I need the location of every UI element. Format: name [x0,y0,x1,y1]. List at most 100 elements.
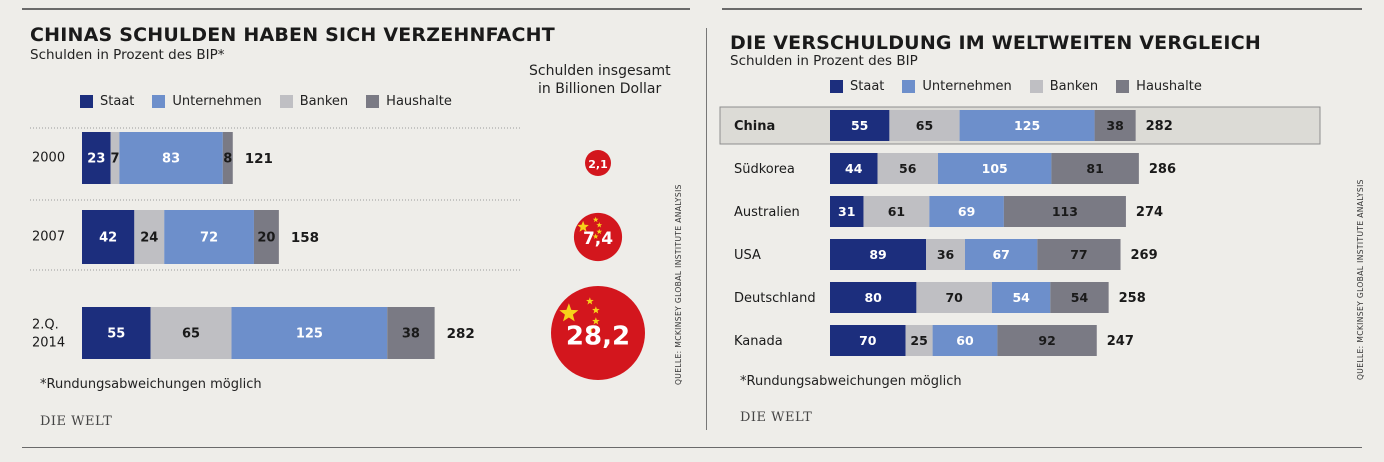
bar-segment-staat [82,307,151,359]
bar-segment-unternehmen [965,239,1038,270]
legend-swatch-staat [80,95,93,108]
china-flag-star-icon [577,220,589,232]
bar-total-label: 274 [1136,205,1163,220]
bar-segment-banken [889,110,960,141]
total-debt-label: 2,1 [588,158,608,171]
right-source-note: QUELLE: MCKINSEY GLOBAL INSTITUTE ANALYS… [1356,179,1365,380]
bar-segment-banken [110,132,120,184]
bar-total-label: 282 [447,326,475,342]
country-label: Südkorea [734,162,795,177]
bar-value-label: 92 [1038,333,1055,348]
legend-label-banken: Banken [299,94,349,109]
bar-segment-unternehmen [231,307,388,359]
legend-item-haushalte: Haushalte [1116,79,1202,94]
category-label: 2.Q. [32,318,59,333]
legend-swatch-unternehmen [902,80,916,93]
bar-total-label: 282 [1146,119,1173,134]
bar-value-label: 54 [1012,290,1030,305]
bar-segment-staat [830,196,864,227]
country-label: Kanada [734,334,783,349]
bar-value-label: 31 [838,204,855,219]
legend-label-haushalte: Haushalte [386,94,452,109]
panel-divider [706,28,707,430]
bar-segment-haushalte [1051,153,1139,184]
legend-item-unternehmen: Unternehmen [152,94,262,109]
bar-value-label: 55 [851,118,868,133]
bar-value-label: 20 [257,231,275,246]
bar-value-label: 38 [1106,118,1123,133]
legend-label-staat: Staat [100,94,135,109]
bar-value-label: 105 [982,161,1008,176]
right-legend: Staat Unternehmen Banken Haushalte [830,79,1220,94]
bar-value-label: 69 [958,204,975,219]
legend-swatch-banken [279,95,293,108]
china-flag-star-icon [596,222,603,228]
legend-swatch-haushalte [366,95,380,108]
bar-value-label: 80 [864,290,882,305]
country-label: China [734,119,775,134]
bar-value-label: 83 [162,152,180,167]
bar-segment-unternehmen [932,325,998,356]
china-flag-star-icon [592,216,599,223]
left-brand-logo: DIE WELT [40,414,113,429]
right-brand-logo: DIE WELT [740,410,813,425]
bar-segment-banken [926,239,965,270]
bar-total-label: 258 [1119,291,1146,306]
bar-segment-haushalte [387,307,435,359]
legend-item-banken: Banken [279,94,349,109]
bar-total-label: 247 [1107,334,1134,349]
legend-label-banken: Banken [1049,79,1099,94]
bar-value-label: 125 [1014,118,1040,133]
legend-item-staat: Staat [830,79,884,94]
bar-segment-unternehmen [119,132,223,184]
bar-value-label: 54 [1071,290,1089,305]
total-debt-bubble [585,150,611,176]
bar-segment-unternehmen [992,282,1051,313]
bar-total-label: 158 [291,230,319,246]
legend-swatch-unternehmen [152,95,166,108]
bar-value-label: 89 [869,247,886,262]
china-flag-star-icon [592,317,600,325]
bar-segment-staat [830,153,878,184]
bar-segment-banken [150,307,232,359]
bar-value-label: 25 [910,333,927,348]
legend-swatch-banken [1029,80,1043,93]
bar-segment-haushalte [1094,110,1136,141]
bar-segment-staat [82,132,111,184]
china-flag-star-icon [596,228,603,235]
bar-segment-staat [830,110,890,141]
category-label: 2000 [32,151,65,166]
legend-item-haushalte: Haushalte [366,94,452,109]
bar-segment-staat [830,282,917,313]
bar-segment-haushalte [253,210,279,264]
legend-swatch-haushalte [1116,80,1130,93]
bar-total-label: 269 [1131,248,1158,263]
category-label: 2007 [32,230,65,245]
legend-item-staat: Staat [80,94,134,109]
bar-value-label: 65 [182,327,200,342]
bar-value-label: 72 [200,231,218,246]
total-debt-bubbles: 2,1 7,4 28,2 [551,150,645,380]
left-source-note: QUELLE: MCKINSEY GLOBAL INSTITUTE ANALYS… [674,184,683,385]
bar-value-label: 55 [107,327,125,342]
left-footnote: *Rundungsabweichungen möglich [40,377,262,392]
bar-segment-unternehmen [938,153,1052,184]
china-flag-star-icon [586,325,594,333]
bar-segment-banken [905,325,933,356]
bar-segment-banken [863,196,930,227]
bar-value-label: 23 [87,152,105,167]
bar-value-label: 38 [402,327,420,342]
bar-value-label: 44 [845,161,863,176]
legend-item-banken: Banken [1029,79,1099,94]
bar-value-label: 24 [140,231,158,246]
bottom-rule [22,447,1362,448]
bar-segment-unternehmen [959,110,1095,141]
left-chart-title: CHINAS SCHULDEN HABEN SICH VERZEHNFACHT [30,24,555,46]
china-flag-star-icon [592,306,600,314]
bar-value-label: 70 [945,290,963,305]
right-chart-subtitle: Schulden in Prozent des BIP [730,53,918,69]
country-label: Australien [734,205,800,220]
bar-segment-staat [830,325,906,356]
bar-segment-haushalte [1037,239,1121,270]
